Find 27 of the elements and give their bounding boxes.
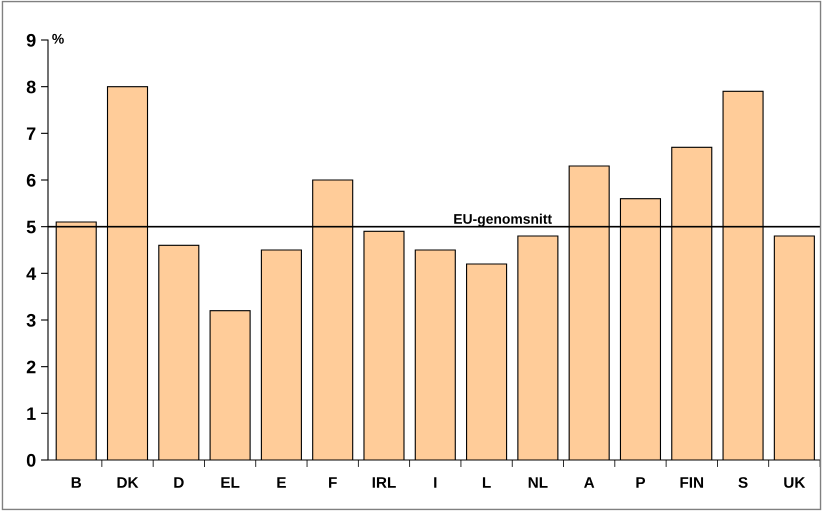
x-tick-label: F <box>329 477 337 488</box>
y-tick-label: 3 <box>26 314 36 327</box>
x-tick-label: I <box>434 477 436 488</box>
x-tick-label: L <box>482 477 491 488</box>
y-tick-label: 1 <box>27 407 36 420</box>
x-tick-label: FIN <box>680 477 704 488</box>
y-tick-label: 4 <box>26 267 36 280</box>
x-tick-label: P <box>636 477 646 488</box>
x-tick-label: E <box>277 477 286 488</box>
ref-line-label: EU-genomsnitt <box>454 214 552 227</box>
y-tick-label: 2 <box>26 360 36 374</box>
x-tick-label: A <box>584 477 594 488</box>
y-tick-label: 7 <box>26 127 36 140</box>
y-tick-label: 5 <box>26 220 36 234</box>
x-tick-label: S <box>738 477 748 488</box>
x-tick-label: IRL <box>372 477 396 488</box>
y-tick-label: 9 <box>26 34 36 47</box>
y-axis-title: % <box>52 34 64 44</box>
y-tick-label: 8 <box>26 80 36 94</box>
x-tick-label: UK <box>784 477 806 488</box>
x-tick-label: EL <box>221 477 240 488</box>
x-tick-label: NL <box>528 477 548 488</box>
x-tick-label: DK <box>117 477 138 488</box>
x-tick-label: D <box>174 477 184 488</box>
x-tick-label: B <box>72 477 82 488</box>
y-tick-label: 6 <box>26 174 36 187</box>
y-tick-label: 0 <box>26 454 36 467</box>
